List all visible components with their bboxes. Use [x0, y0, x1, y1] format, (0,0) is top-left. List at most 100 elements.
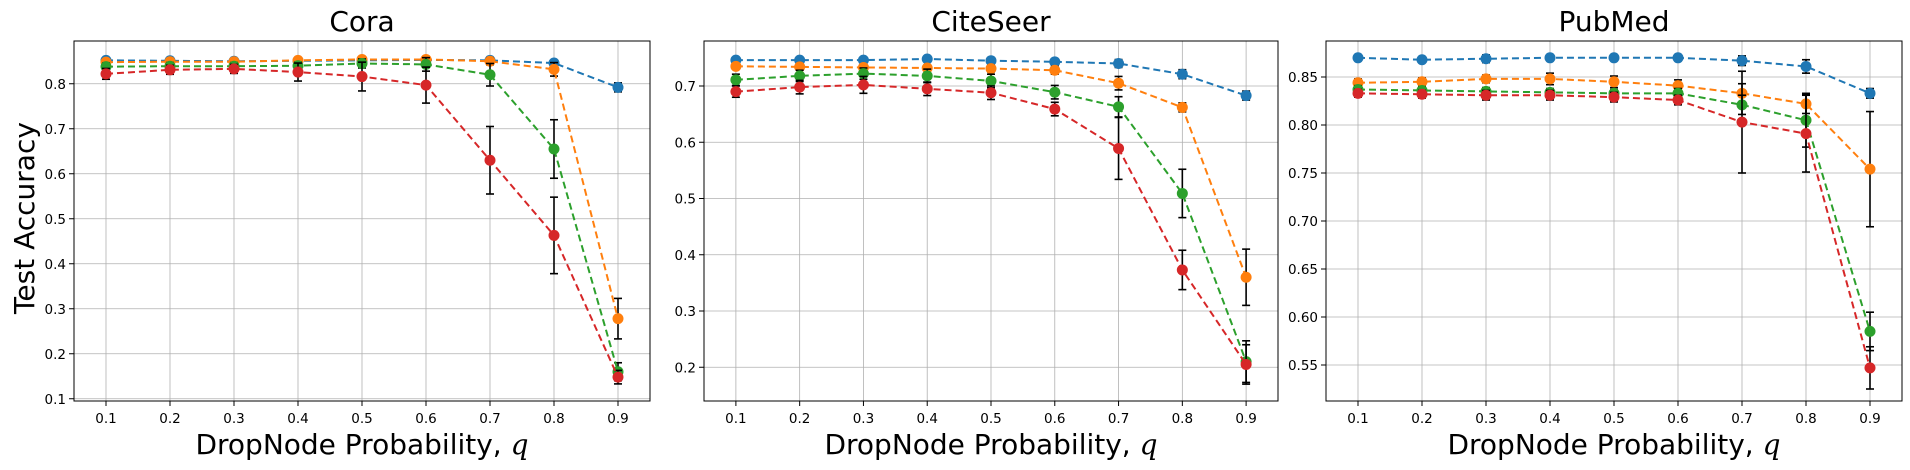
data-point: [1544, 73, 1556, 85]
series-layer-citeseer: [730, 53, 1252, 385]
data-point: [100, 68, 112, 80]
x-axis-label-text-pubmed: DropNode Probability,: [1447, 428, 1762, 461]
x-tick-label: 0.8: [1172, 411, 1193, 427]
data-point: [921, 62, 933, 74]
x-tick-label: 0.6: [1044, 411, 1065, 427]
data-point: [1480, 53, 1492, 65]
data-point: [1416, 88, 1428, 100]
data-point: [794, 70, 806, 82]
x-tick-label: 0.3: [223, 411, 244, 427]
data-point: [612, 371, 624, 383]
y-tick-label: 0.85: [1288, 70, 1318, 86]
data-point: [1544, 52, 1556, 64]
data-point: [730, 86, 742, 98]
data-point: [1176, 187, 1188, 199]
x-tick-label: 0.8: [1795, 411, 1816, 427]
data-point: [1416, 54, 1428, 66]
grid-cora: [74, 41, 650, 401]
data-point: [1864, 325, 1876, 337]
data-point: [921, 70, 933, 82]
panel-citeseer: 0.1 0.2 0.3 0.4 0.5 0.6 0.7 0.8 0.9 0.2 0.3 0.4 0.5 0…: [675, 5, 1279, 461]
y-tick-label: 0.65: [1288, 262, 1318, 278]
y-tick-label: 0.75: [1288, 166, 1318, 182]
y-tick-label: 0.6: [675, 135, 696, 151]
series-4: [730, 75, 1252, 385]
x-axis-label-text-citeseer: DropNode Probability,: [824, 428, 1139, 461]
y-tick-label: 0.2: [45, 347, 66, 363]
x-tick-label: 0.1: [95, 411, 116, 427]
x-tick-label: 0.1: [1347, 411, 1368, 427]
data-point: [1672, 94, 1684, 106]
y-tick-label: 0.3: [675, 304, 696, 320]
ticks-citeseer: 0.1 0.2 0.3 0.4 0.5 0.6 0.7 0.8 0.9 0.2 0.3 0.4 0.5 0…: [675, 79, 1257, 427]
ticks-cora: 0.1 0.2 0.3 0.4 0.5 0.6 0.7 0.8 0.9 0.1 0.2 0.3 0.4 0…: [45, 77, 629, 427]
y-tick-label: 0.4: [45, 257, 66, 273]
data-point: [484, 69, 496, 81]
data-point: [1049, 64, 1061, 76]
data-point: [1113, 58, 1125, 69]
x-axis-label-cora: DropNode Probability, q: [195, 428, 528, 461]
x-tick-label: 0.2: [159, 411, 180, 427]
data-point: [985, 63, 997, 75]
series-4: [1352, 70, 1876, 390]
data-point: [356, 71, 368, 83]
data-point: [612, 313, 624, 325]
x-axis-label-var-citeseer: q: [1140, 428, 1158, 461]
data-point: [794, 81, 806, 93]
data-point: [1352, 52, 1364, 64]
y-tick-label: 0.55: [1288, 358, 1318, 374]
data-point: [1608, 52, 1620, 64]
data-point: [730, 74, 742, 86]
data-point: [1113, 77, 1125, 89]
y-tick-label: 0.5: [675, 192, 696, 208]
y-tick-label: 0.5: [45, 212, 66, 228]
x-tick-label: 0.3: [1475, 411, 1496, 427]
chart-title-pubmed: PubMed: [1558, 5, 1669, 38]
series-1: [730, 53, 1252, 102]
data-point: [921, 53, 933, 65]
x-tick-label: 0.2: [1411, 411, 1432, 427]
y-tick-label: 0.4: [675, 248, 696, 264]
data-point: [1800, 128, 1812, 140]
y-tick-label: 0.70: [1288, 214, 1318, 230]
data-point: [1480, 73, 1492, 85]
data-point: [857, 79, 869, 91]
x-tick-label: 0.7: [479, 411, 500, 427]
data-point: [1176, 264, 1188, 276]
y-tick-label: 0.80: [1288, 118, 1318, 134]
data-point: [1113, 142, 1125, 154]
x-axis-label-citeseer: DropNode Probability, q: [824, 428, 1157, 461]
x-tick-label: 0.6: [415, 411, 436, 427]
data-point: [1240, 90, 1252, 102]
data-point: [1480, 89, 1492, 101]
data-point: [228, 63, 240, 75]
data-point: [1864, 362, 1876, 374]
x-tick-label: 0.5: [1603, 411, 1624, 427]
data-point: [921, 83, 933, 95]
data-point: [612, 81, 624, 93]
x-tick-label: 0.1: [725, 411, 746, 427]
x-tick-label: 0.7: [1731, 411, 1752, 427]
data-point: [548, 229, 560, 241]
y-tick-label: 0.8: [45, 77, 66, 93]
panel-pubmed: 0.1 0.2 0.3 0.4 0.5 0.6 0.7 0.8 0.9 0.55 0.60 0.65 0…: [1288, 5, 1903, 461]
data-point: [292, 66, 304, 78]
y-tick-label: 0.7: [675, 79, 696, 95]
data-point: [1736, 116, 1748, 128]
data-point: [985, 87, 997, 99]
data-point: [548, 63, 560, 75]
y-tick-label: 0.3: [45, 302, 66, 318]
x-tick-label: 0.7: [1108, 411, 1129, 427]
data-point: [1864, 163, 1876, 175]
data-point: [1864, 87, 1876, 99]
x-axis-label-text-cora: DropNode Probability,: [195, 428, 510, 461]
ticks-pubmed: 0.1 0.2 0.3 0.4 0.5 0.6 0.7 0.8 0.9 0.55 0.60 0.65 0…: [1288, 70, 1881, 427]
series-layer-pubmed: [1352, 52, 1876, 390]
data-point: [1672, 52, 1684, 64]
y-tick-label: 0.2: [675, 360, 696, 376]
x-tick-label: 0.8: [543, 411, 564, 427]
chart-title-citeseer: CiteSeer: [931, 5, 1051, 38]
data-point: [1240, 271, 1252, 283]
x-tick-label: 0.9: [1235, 411, 1256, 427]
